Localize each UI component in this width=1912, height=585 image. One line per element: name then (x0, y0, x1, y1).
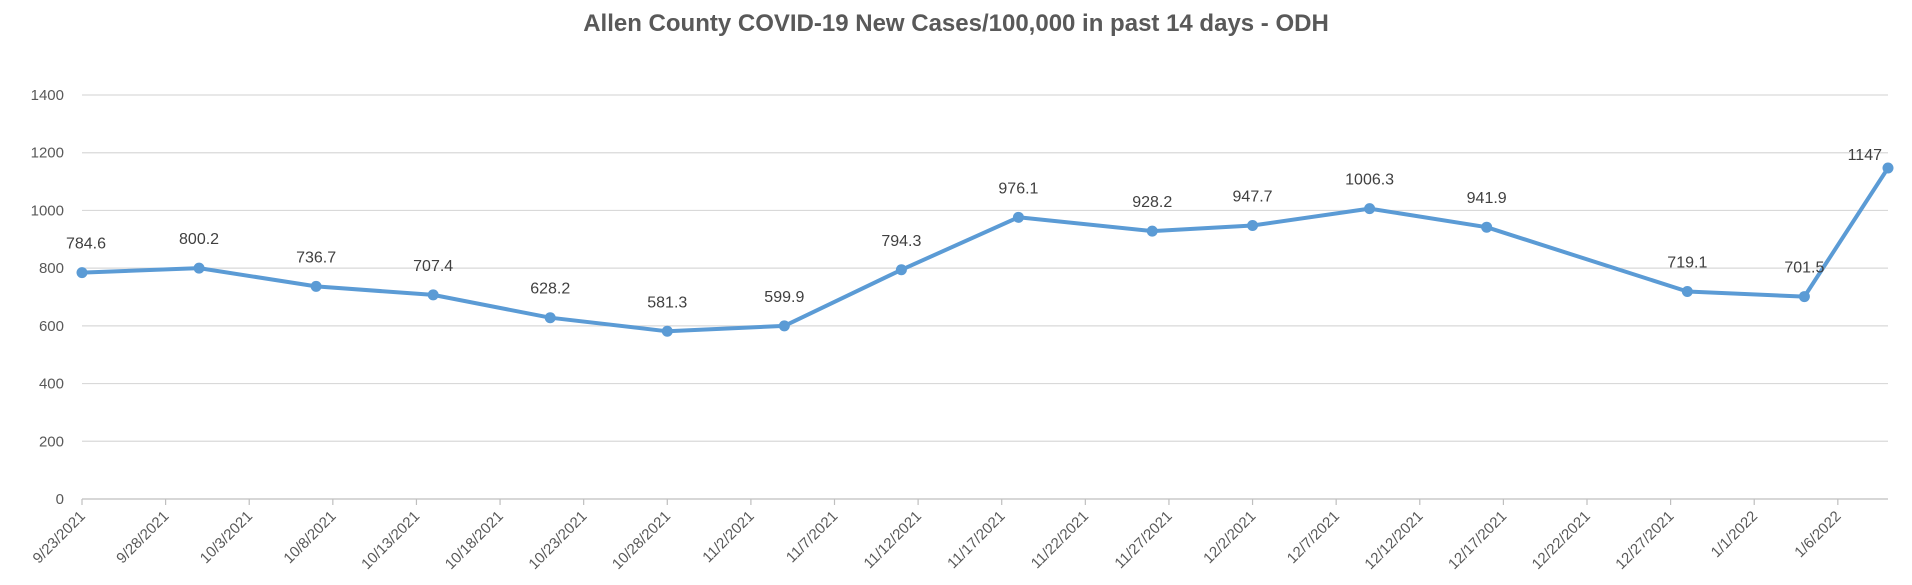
data-label: 794.3 (881, 233, 921, 250)
y-tick-label: 400 (39, 376, 64, 393)
data-point (778, 320, 790, 332)
x-tick-label: 11/27/2021 (1111, 508, 1175, 572)
data-point (76, 267, 88, 279)
x-tick-label: 10/3/2021 (197, 508, 256, 567)
data-label: 719.1 (1667, 254, 1707, 271)
x-tick-label: 12/27/2021 (1612, 508, 1677, 573)
y-tick-label: 1000 (31, 202, 64, 219)
data-point (895, 264, 907, 276)
data-point (310, 280, 322, 292)
x-tick-label: 10/13/2021 (358, 508, 423, 573)
data-point (1798, 291, 1810, 303)
x-tick-label: 11/17/2021 (944, 508, 1008, 572)
y-tick-label: 1400 (31, 87, 64, 104)
data-label: 800.2 (179, 231, 219, 248)
series-line (80, 166, 1890, 334)
data-point (1012, 211, 1024, 223)
y-tick-label: 200 (39, 433, 64, 450)
data-label: 941.9 (1467, 190, 1507, 207)
x-tick-label: 11/2/2021 (699, 508, 757, 566)
chart-title: Allen County COVID-19 New Cases/100,000 … (583, 10, 1329, 37)
data-point (1481, 221, 1493, 233)
x-tick-label: 11/12/2021 (861, 508, 925, 572)
data-point (427, 289, 439, 301)
data-label: 599.9 (764, 289, 804, 306)
data-label: 928.2 (1132, 194, 1172, 211)
y-tick-label: 600 (39, 318, 64, 335)
data-label: 736.7 (296, 249, 336, 266)
x-tick-label: 12/12/2021 (1361, 508, 1426, 573)
data-label: 701.5 (1784, 260, 1824, 277)
x-tick-label: 9/28/2021 (113, 508, 172, 567)
data-point (1146, 225, 1158, 237)
data-point (544, 312, 556, 324)
data-label: 976.1 (998, 180, 1038, 197)
y-tick-label: 0 (56, 491, 64, 508)
data-point (193, 262, 205, 274)
data-label: 1147 (1848, 147, 1883, 164)
x-tick-label: 11/22/2021 (1028, 508, 1092, 572)
x-tick-label: 1/6/2022 (1791, 508, 1844, 561)
y-tick-label: 800 (39, 260, 64, 277)
data-label: 628.2 (530, 281, 570, 298)
data-label: 784.6 (66, 236, 106, 253)
data-label: 1006.3 (1345, 172, 1394, 189)
x-tick-label: 12/2/2021 (1200, 508, 1259, 567)
x-tick-label: 10/8/2021 (280, 508, 339, 567)
x-tick-label: 11/7/2021 (783, 508, 841, 566)
x-tick-label: 10/18/2021 (442, 508, 507, 573)
data-label: 947.7 (1233, 189, 1273, 206)
data-point (1882, 162, 1894, 174)
x-tick-label: 1/1/2022 (1708, 508, 1761, 561)
data-label: 707.4 (413, 258, 453, 275)
y-tick-label: 1200 (31, 145, 64, 162)
data-point (1364, 203, 1376, 215)
x-tick-label: 9/23/2021 (30, 508, 89, 567)
x-tick-label: 12/17/2021 (1445, 508, 1510, 573)
x-tick-label: 12/22/2021 (1529, 508, 1594, 573)
data-point (661, 325, 673, 337)
data-point (1247, 220, 1259, 232)
x-tick-label: 10/23/2021 (525, 508, 590, 573)
x-tick-label: 12/7/2021 (1284, 508, 1343, 567)
data-point (1681, 285, 1693, 297)
x-tick-label: 10/28/2021 (609, 508, 674, 573)
data-label: 581.3 (647, 294, 687, 311)
